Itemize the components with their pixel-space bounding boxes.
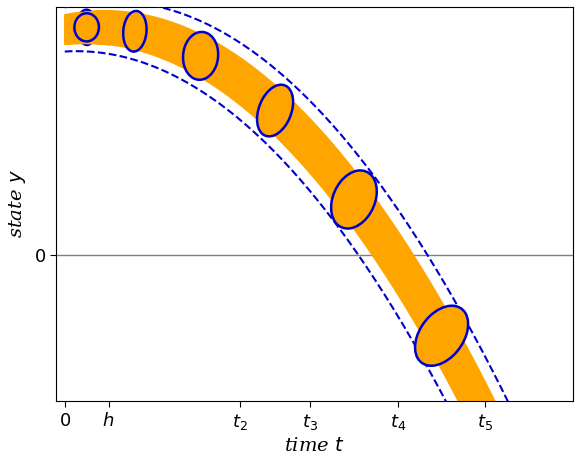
Ellipse shape [415,306,468,366]
Ellipse shape [183,32,218,80]
Ellipse shape [257,85,293,136]
Y-axis label: state $y$: state $y$ [7,170,28,238]
Ellipse shape [74,13,99,42]
Ellipse shape [123,11,147,52]
Ellipse shape [77,10,96,45]
X-axis label: time $t$: time $t$ [284,437,345,455]
Ellipse shape [331,170,377,229]
